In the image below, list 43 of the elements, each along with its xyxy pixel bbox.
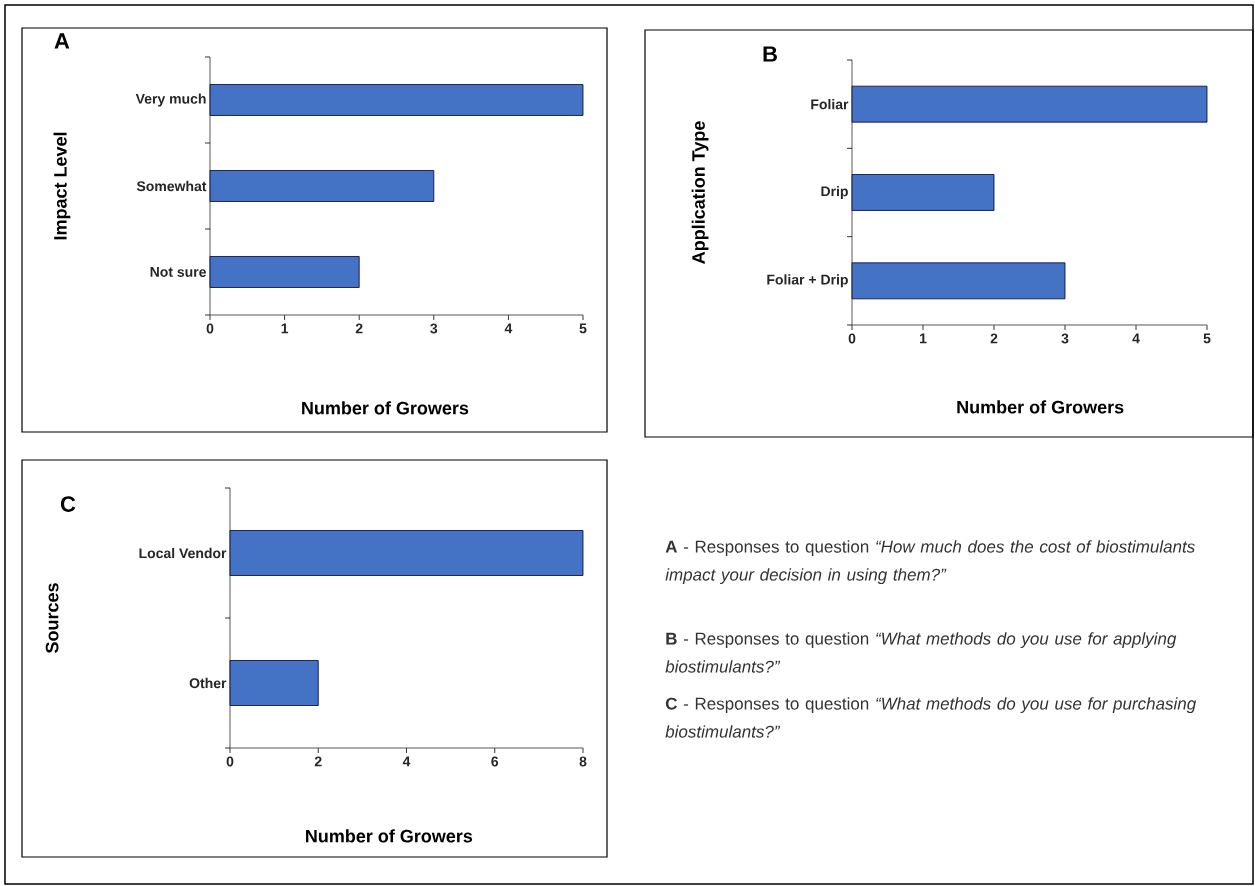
x-tick-label: 3 bbox=[1061, 333, 1069, 344]
text: B - Responses to question “What methods do you use for applying biostimulants?” bbox=[665, 632, 1177, 673]
x-tick-label: 5 bbox=[579, 323, 587, 334]
x-axis-title: Number of Growers bbox=[957, 400, 1124, 414]
x-axis-title: Number of Growers bbox=[306, 829, 473, 843]
x-tick-label: 3 bbox=[430, 323, 438, 334]
y-axis-title: Impact Level bbox=[53, 132, 71, 240]
x-tick-label: 2 bbox=[355, 323, 363, 334]
y-tick-label: Drip bbox=[821, 185, 848, 200]
x-tick-label: 8 bbox=[579, 756, 587, 767]
y-tick-label: Somewhat bbox=[136, 180, 207, 192]
bar bbox=[209, 170, 435, 202]
bar bbox=[851, 174, 995, 211]
y-tick-label: Foliar + Drip bbox=[767, 274, 848, 288]
x-tick-label: 4 bbox=[402, 756, 411, 767]
x-tick-label: 6 bbox=[491, 756, 499, 767]
text: C - Responses to question “What methods do you use for purchasing biostimulants?” bbox=[665, 697, 1197, 738]
x-tick-label: 1 bbox=[281, 323, 289, 334]
x-tick-label: 2 bbox=[990, 333, 998, 344]
y-tick-label: Foliar bbox=[811, 99, 849, 110]
y-tick-label: Other bbox=[189, 677, 227, 689]
chart-title: B bbox=[763, 46, 777, 62]
y-axis-title: Application Type bbox=[691, 121, 709, 264]
x-tick-label: 0 bbox=[848, 333, 856, 344]
text: A - Responses to question “How much does the cost of biostimulants impact your decision in using them?” bbox=[665, 540, 1195, 585]
bar bbox=[851, 85, 1208, 123]
x-tick-label: 4 bbox=[1132, 333, 1140, 344]
x-tick-label: 0 bbox=[206, 323, 214, 334]
y-tick-label: Very much bbox=[135, 93, 206, 107]
x-tick-label: 1 bbox=[919, 333, 927, 344]
y-tick-label: Not sure bbox=[150, 267, 206, 277]
x-tick-label: 4 bbox=[504, 323, 513, 334]
x-tick-label: 5 bbox=[1203, 333, 1211, 344]
x-axis-title: Number of Growers bbox=[302, 401, 469, 415]
x-tick-label: 0 bbox=[226, 756, 234, 767]
x-tick-label: 2 bbox=[314, 756, 322, 767]
bar bbox=[851, 262, 1066, 300]
chart-title: C bbox=[60, 496, 76, 512]
y-tick-label: Local Vendor bbox=[139, 547, 227, 559]
chart-title: A bbox=[54, 33, 70, 49]
bar bbox=[209, 84, 584, 116]
y-axis-title: Sources bbox=[45, 583, 59, 653]
bar bbox=[209, 256, 360, 288]
